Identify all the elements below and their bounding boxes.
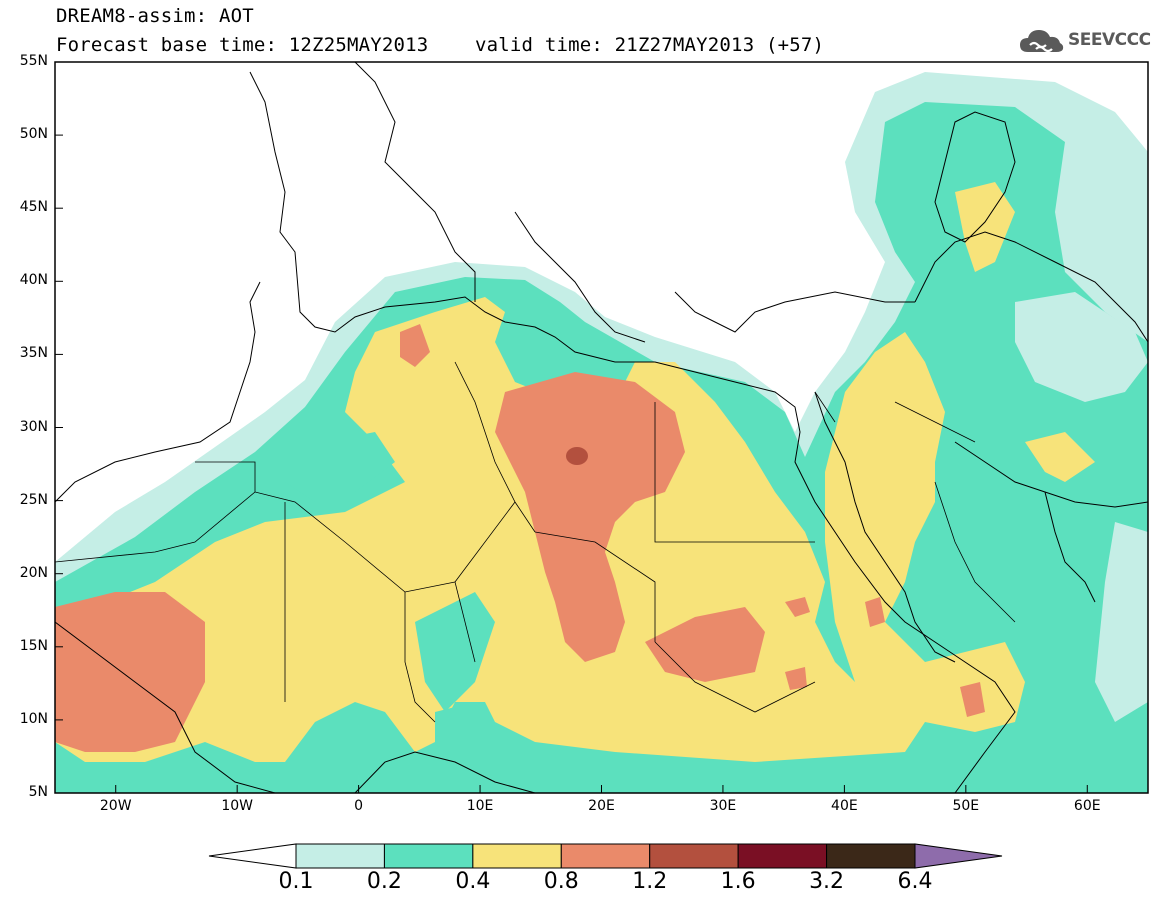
aot-contour-1.2 [566,447,588,465]
colorbar-low-arrow [208,843,297,869]
lon-label: 20W [99,798,132,814]
cloud-icon [1020,30,1064,53]
colorbar-segment [472,843,562,869]
lon-label: 50E [952,798,980,814]
lon-label: 40E [831,798,858,814]
colorbar-threshold-label: 0.8 [543,869,579,894]
colorbar-threshold-label: 1.2 [632,869,668,894]
lon-label: 10E [466,798,494,814]
lat-label: 55N [19,53,48,69]
lat-label: 30N [19,418,48,435]
colorbar-threshold-label: 3.2 [809,869,845,894]
aot-colorbar [208,843,1003,869]
lat-label: 25N [19,491,48,508]
map-title: DREAM8-assim: AOT [56,5,254,27]
colorbar-threshold-label: 0.1 [278,869,314,894]
aot-map-canvas [55,62,1148,793]
colorbar-threshold-label: 0.4 [455,869,491,894]
lat-label: 40N [19,272,48,289]
lon-label: 0 [354,798,364,814]
colorbar-segment [649,843,739,869]
lon-label: 30E [709,798,737,814]
seevccc-logo: SEEVCCC [1018,26,1158,56]
colorbar-high-arrow [914,843,1003,869]
colorbar-segment [295,843,385,869]
lon-label: 10W [221,798,253,814]
lat-label: 35N [19,345,48,362]
colorbar-threshold-label: 6.4 [897,869,933,894]
lat-label: 20N [19,564,48,581]
logo-text: SEEVCCC [1068,30,1151,50]
lat-label: 5N [28,784,48,800]
colorbar-segment [560,843,651,869]
colorbar-segment [737,843,828,869]
colorbar-segment [383,843,474,869]
aot-map [55,62,1148,793]
colorbar-threshold-label: 1.6 [720,869,756,894]
lat-label: 10N [19,710,48,727]
lat-label: 50N [19,126,48,143]
lat-label: 45N [19,199,48,216]
colorbar-threshold-label: 0.2 [366,869,402,894]
lat-label: 15N [19,637,48,654]
forecast-times: Forecast base time: 12Z25MAY2013 valid t… [56,34,825,56]
lon-label: 60E [1073,798,1101,814]
colorbar-segment [826,843,916,869]
lon-label: 20E [588,798,615,814]
